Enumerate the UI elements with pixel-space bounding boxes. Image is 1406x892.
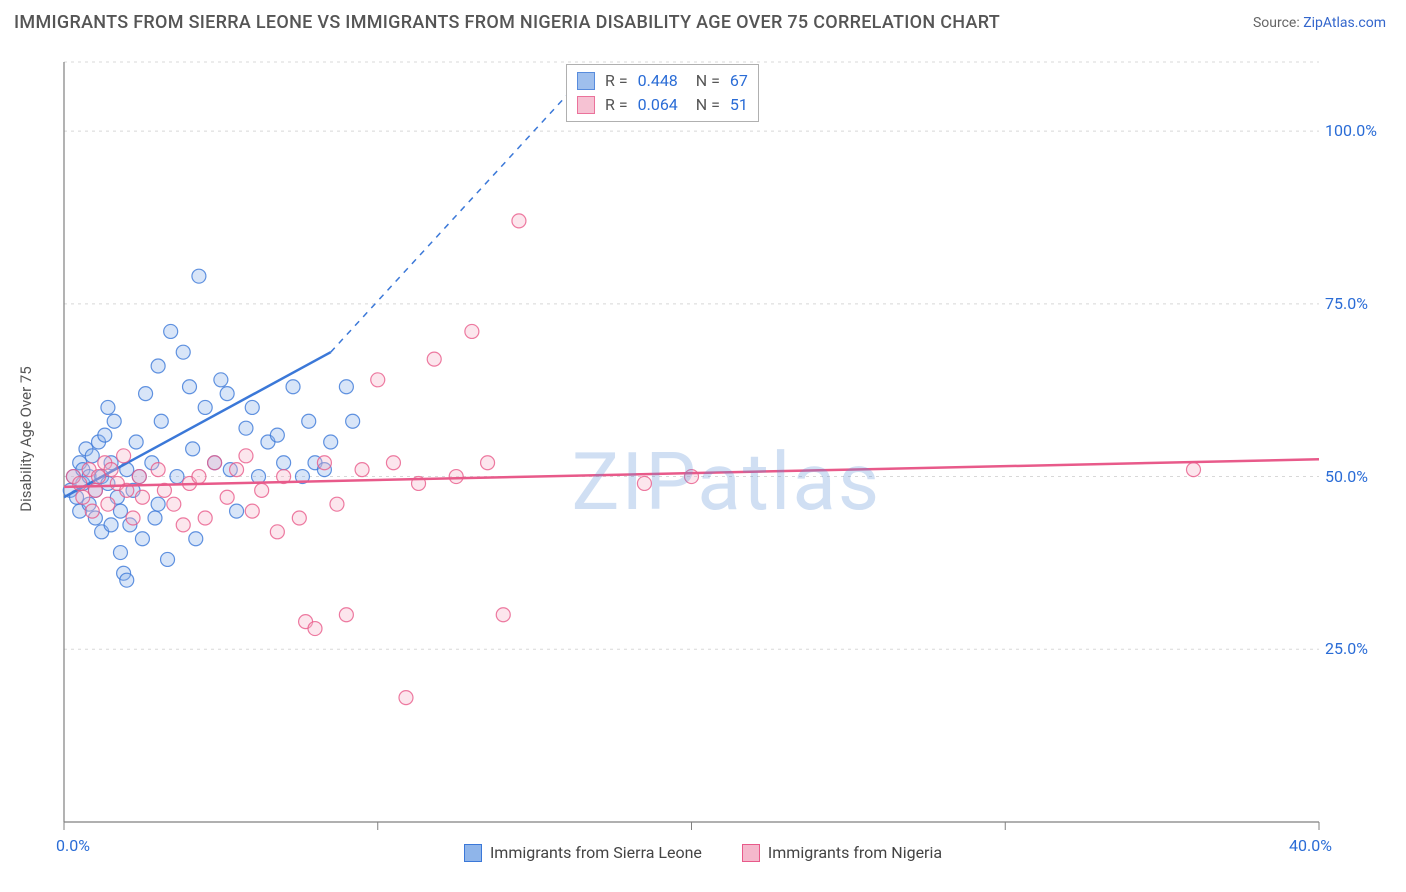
legend-label: Immigrants from Sierra Leone <box>490 843 702 862</box>
stat-n-value: 67 <box>730 69 748 93</box>
legend-swatch-nigeria <box>742 844 760 862</box>
source-attribution: Source: ZipAtlas.com <box>1253 15 1386 31</box>
stat-row-sierra_leone: R = 0.448 N = 67 <box>577 69 748 93</box>
chart-title: IMMIGRANTS FROM SIERRA LEONE VS IMMIGRAN… <box>14 12 1000 33</box>
y-tick-label: 75.0% <box>1325 294 1368 313</box>
legend-item-sierra_leone: Immigrants from Sierra Leone <box>464 843 702 862</box>
source-link[interactable]: ZipAtlas.com <box>1303 15 1386 31</box>
swatch-nigeria <box>577 96 595 114</box>
stat-r-label: R = <box>605 93 628 117</box>
stat-r-value: 0.064 <box>638 93 678 117</box>
swatch-sierra_leone <box>577 72 595 90</box>
scatter-plot <box>14 44 1379 842</box>
y-tick-label: 50.0% <box>1325 467 1368 486</box>
stat-row-nigeria: R = 0.064 N = 51 <box>577 93 748 117</box>
y-tick-label: 100.0% <box>1325 121 1377 140</box>
chart-area: Disability Age Over 75 ZIPatlas R = 0.44… <box>14 44 1392 834</box>
stat-n-label: N = <box>688 69 720 93</box>
legend-swatch-sierra_leone <box>464 844 482 862</box>
stat-n-label: N = <box>688 93 720 117</box>
legend-item-nigeria: Immigrants from Nigeria <box>742 843 942 862</box>
stat-n-value: 51 <box>730 93 748 117</box>
stats-legend: R = 0.448 N = 67R = 0.064 N = 51 <box>566 64 759 122</box>
stat-r-label: R = <box>605 69 628 93</box>
source-prefix: Source: <box>1253 15 1303 31</box>
y-tick-label: 25.0% <box>1325 639 1368 658</box>
stat-r-value: 0.448 <box>638 69 678 93</box>
series-legend: Immigrants from Sierra Leone Immigrants f… <box>0 843 1406 862</box>
legend-label: Immigrants from Nigeria <box>768 843 942 862</box>
